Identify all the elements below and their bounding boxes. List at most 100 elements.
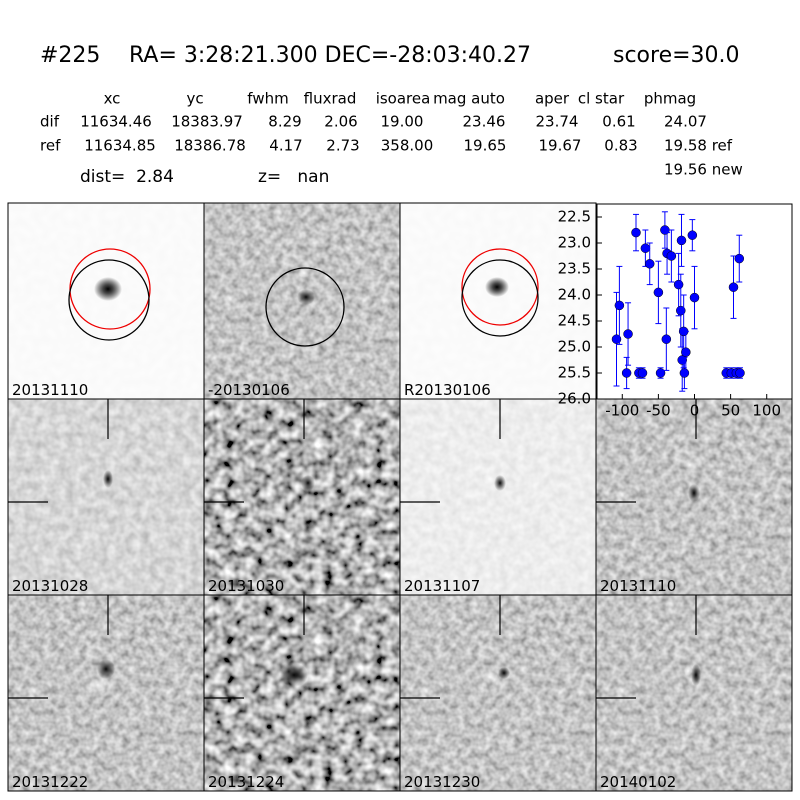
stamp: 20131030 xyxy=(203,398,401,596)
stamp: 20131110 xyxy=(595,398,793,596)
source-blob xyxy=(297,289,315,305)
coordinates: RA= 3:28:21.300 DEC=-28:03:40.27 xyxy=(129,43,531,68)
row-label: ref xyxy=(40,137,61,155)
point xyxy=(637,368,648,378)
stamp-image xyxy=(204,399,400,595)
stamp-label: 20131028 xyxy=(12,577,88,595)
column-header: fwhm xyxy=(247,90,288,108)
aperture-circle xyxy=(265,267,345,347)
cell: 23.74 xyxy=(536,113,579,131)
point xyxy=(653,287,664,298)
y-tick-label: 25.5 xyxy=(558,364,591,382)
stamp-frame xyxy=(595,594,793,792)
aperture-circle xyxy=(461,248,539,326)
stamp-label: 20131110 xyxy=(600,577,676,595)
x-tick-label: 100 xyxy=(752,402,781,420)
y-tick-label: 22.5 xyxy=(558,208,591,226)
score: score=30.0 xyxy=(613,43,740,68)
stamp-image xyxy=(8,595,204,791)
column-header: phmag xyxy=(644,90,696,108)
cell: 2.06 xyxy=(324,113,357,131)
source-blob xyxy=(498,667,510,679)
column-header: mag auto xyxy=(433,90,505,108)
point xyxy=(735,368,745,378)
candidate-id: #225 xyxy=(40,43,100,68)
stamp: 20131107 xyxy=(399,398,597,596)
stamp: 20131230 xyxy=(399,594,597,792)
cell: 11634.46 xyxy=(80,113,152,131)
column-header: cl star xyxy=(578,90,625,108)
stamp-image xyxy=(400,399,596,595)
stamp-label: -20130106 xyxy=(208,381,290,399)
x-tick-label: 50 xyxy=(721,402,740,420)
x-tick-label: -100 xyxy=(605,402,639,420)
stamp: 20131110 xyxy=(7,202,205,400)
cell: 24.07 xyxy=(664,113,707,131)
source-blob xyxy=(683,459,697,471)
cell: 19.65 xyxy=(464,137,507,155)
column-header: isoarea xyxy=(376,90,431,108)
stamp-label: 20131224 xyxy=(208,773,284,791)
aperture-circle xyxy=(68,259,150,341)
point xyxy=(621,368,632,378)
y-tick-label: 24.5 xyxy=(558,312,591,330)
cell: 19.58 ref xyxy=(664,137,733,155)
stamp-label: 20131030 xyxy=(208,577,284,595)
source-blob xyxy=(482,671,498,683)
stamp-image xyxy=(400,203,596,399)
stamp-image xyxy=(400,595,596,791)
x-tick-label: 0 xyxy=(690,402,700,420)
column-header: xc xyxy=(104,90,121,108)
column-header: aper xyxy=(535,90,570,108)
cell: 18383.97 xyxy=(171,113,243,131)
stamp-label: 20131222 xyxy=(12,773,88,791)
stamp-image xyxy=(204,595,400,791)
source-blob xyxy=(301,475,315,491)
stamp-label: R20130106 xyxy=(404,381,491,399)
stamp-label: 20131110 xyxy=(12,381,88,399)
row-label: dif xyxy=(40,113,60,131)
cell: 4.17 xyxy=(269,137,302,155)
y-tick-label: 25.0 xyxy=(558,338,591,356)
point xyxy=(661,334,672,344)
photometry-table: xc yc fwhm fluxrad isoarea mag auto aper cl sta… xyxy=(40,90,733,155)
stamp-label: 20131230 xyxy=(404,773,480,791)
stamp: 20131028 xyxy=(7,398,205,596)
source-blob xyxy=(688,484,700,502)
point xyxy=(666,251,677,261)
new-mag: 19.56 new xyxy=(664,161,743,179)
y-tick-label: 23.5 xyxy=(558,260,591,278)
x-tick-label: -50 xyxy=(646,402,671,420)
source-blob xyxy=(94,277,122,301)
stamp: 20140102 xyxy=(595,594,793,792)
stamp-image xyxy=(596,595,792,791)
source-blob xyxy=(97,659,115,679)
y-tick-label: 24.0 xyxy=(558,286,591,304)
stamp-label: 20131107 xyxy=(404,577,480,595)
redshift: z= nan xyxy=(258,167,329,187)
point xyxy=(689,292,700,303)
stamp: R20130106 xyxy=(399,202,597,400)
point xyxy=(614,300,625,311)
stamp-image xyxy=(8,203,204,399)
point xyxy=(673,279,684,290)
source-blob xyxy=(103,470,113,488)
cell: 23.46 xyxy=(463,113,506,131)
point xyxy=(687,230,698,240)
cell: 11634.85 xyxy=(84,137,156,155)
source-blob xyxy=(298,268,310,278)
source-blob xyxy=(691,664,701,686)
cell: 0.83 xyxy=(604,137,637,155)
cell: 0.61 xyxy=(602,113,635,131)
cell: 19.00 xyxy=(381,113,424,131)
source-blob xyxy=(89,678,107,692)
cell: 18386.78 xyxy=(174,137,246,155)
stamp: 20131224 xyxy=(203,594,401,792)
y-tick-label: 26.0 xyxy=(558,390,591,408)
points xyxy=(611,211,745,392)
point xyxy=(611,334,622,344)
source-blob xyxy=(280,663,308,687)
cell: 358.00 xyxy=(381,137,434,155)
point xyxy=(631,227,641,238)
point xyxy=(728,282,739,292)
